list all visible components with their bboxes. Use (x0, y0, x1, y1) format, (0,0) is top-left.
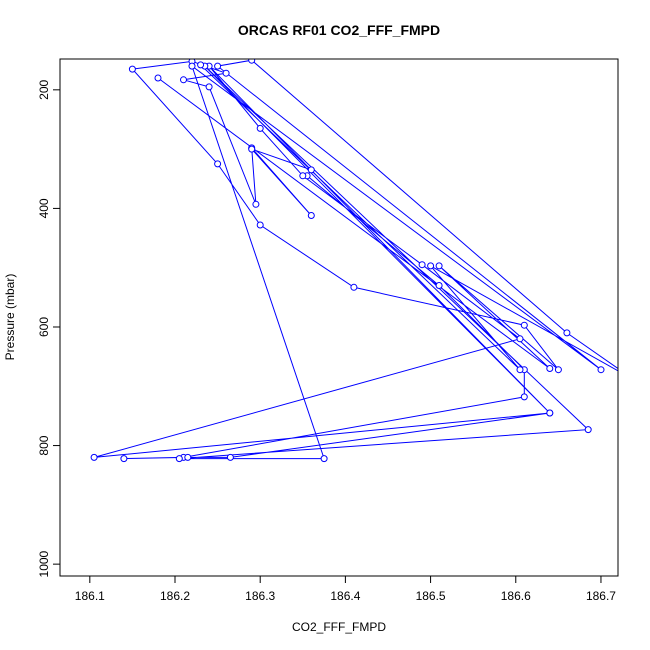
plot-frame (59, 58, 619, 577)
data-point (320, 455, 328, 463)
data-point (180, 76, 187, 84)
data-point (350, 283, 358, 291)
data-point (222, 69, 230, 77)
y-tick-label: 200 (37, 79, 51, 99)
x-tick-label: 186.7 (586, 589, 616, 603)
data-point (584, 426, 592, 434)
x-tick-label: 186.1 (75, 589, 105, 603)
x-tick-label: 186.2 (160, 589, 190, 603)
data-point (597, 366, 605, 374)
data-point (252, 200, 260, 208)
data-point (554, 366, 562, 374)
data-point (197, 61, 205, 69)
data-point (214, 160, 222, 168)
data-point (546, 365, 554, 372)
y-tick-label: 800 (37, 435, 51, 455)
x-axis: 186.1 186.2 186.3 186.4 186.5 186.6 186.7 (75, 576, 616, 603)
data-point (307, 212, 315, 219)
data-point (632, 377, 638, 383)
x-tick-label: 186.3 (245, 589, 275, 603)
x-tick-label: 186.6 (501, 589, 531, 603)
x-tick-label: 186.5 (416, 589, 446, 603)
series-line (93, 59, 618, 460)
data-point (184, 453, 192, 461)
data-point (128, 65, 136, 73)
y-axis: 200 400 600 800 1000 (37, 79, 60, 577)
y-axis-label: Pressure (mbar) (3, 274, 17, 361)
data-point (256, 221, 264, 229)
data-point (188, 62, 196, 70)
data-point (435, 282, 443, 289)
data-point (214, 62, 222, 70)
data-point (563, 329, 571, 337)
chart-title: ORCAS RF01 CO2_FFF_FMPD (238, 22, 440, 38)
data-point (520, 321, 528, 329)
data-point (175, 455, 183, 463)
data-point (516, 366, 524, 374)
data-point (248, 59, 256, 64)
x-tick-label: 186.4 (330, 589, 360, 603)
y-tick-label: 1000 (37, 550, 51, 577)
data-point (418, 261, 426, 269)
data-point (516, 335, 524, 343)
data-point (435, 262, 443, 270)
x-axis-label: CO2_FFF_FMPD (292, 620, 386, 634)
data-point (299, 172, 307, 180)
data-point (520, 393, 528, 401)
y-tick-label: 400 (37, 198, 51, 218)
data-point (256, 124, 264, 132)
plot-area (90, 59, 638, 463)
data-point (205, 83, 213, 91)
data-point (546, 409, 554, 417)
data-point (307, 166, 315, 174)
data-point (248, 145, 256, 153)
data-point (226, 453, 234, 461)
data-point (90, 453, 98, 461)
data-point (427, 262, 435, 270)
data-point (154, 74, 162, 82)
y-tick-label: 600 (37, 317, 51, 337)
data-point (120, 455, 128, 463)
